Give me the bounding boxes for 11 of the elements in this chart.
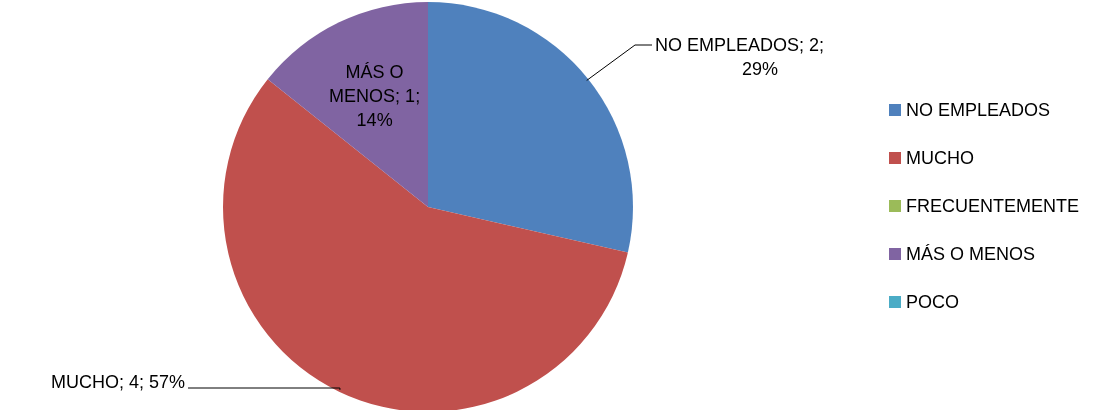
legend-label: MÁS O MENOS: [906, 244, 1036, 264]
legend-label: POCO: [906, 292, 960, 312]
legend-label: FRECUENTEMENTE: [906, 196, 1080, 216]
data-label: MÁS O MENOS; 1; 14%: [329, 62, 421, 131]
data-label: NO EMPLEADOS; 2; 29%: [655, 35, 825, 79]
pie-slice: [267, 2, 428, 207]
legend-label: NO EMPLEADOS: [906, 100, 1051, 120]
data-label: MUCHO; 4; 57%: [50, 372, 185, 392]
pie-slice: [223, 79, 628, 410]
pie-slice: [428, 2, 633, 253]
legend-label: MUCHO: [906, 148, 974, 168]
